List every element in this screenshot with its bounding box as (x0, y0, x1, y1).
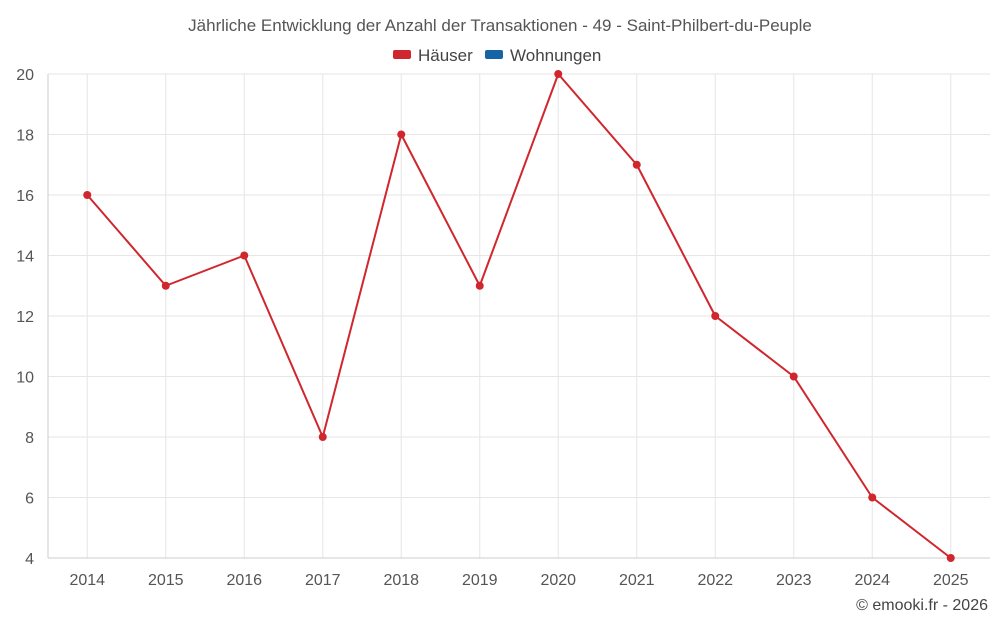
data-point-2016[interactable] (240, 251, 249, 260)
y-tick-label: 12 (16, 309, 34, 326)
legend-label-wohnungen: Wohnungen (510, 46, 601, 65)
data-point-2021[interactable] (632, 160, 641, 169)
y-tick-label: 20 (16, 67, 34, 84)
data-point-2022[interactable] (711, 312, 720, 320)
x-tick-label: 2015 (148, 572, 184, 589)
x-tick-label: 2020 (540, 572, 576, 589)
x-tick-label: 2014 (69, 572, 105, 589)
legend-swatch-wohnungen (485, 50, 503, 59)
legend-label-haeuser: Häuser (418, 46, 473, 65)
axes (47, 74, 990, 559)
data-point-2017[interactable] (318, 433, 327, 441)
x-tick-label: 2023 (776, 572, 812, 589)
x-tick-label: 2017 (305, 572, 341, 589)
data-point-2025[interactable] (946, 554, 955, 562)
y-tick-label: 6 (25, 491, 34, 508)
x-tick-label: 2021 (619, 572, 655, 589)
data-point-2018[interactable] (397, 130, 406, 139)
grid (48, 73, 990, 558)
data-point-2015[interactable] (161, 281, 170, 290)
x-tick-label: 2024 (854, 572, 890, 589)
series-line-haeuser (86, 73, 952, 559)
data-point-2024[interactable] (868, 493, 877, 502)
data-point-2023[interactable] (789, 372, 798, 381)
chart-title: Jährliche Entwicklung der Anzahl der Tra… (188, 16, 812, 35)
x-tick-label: 2018 (383, 572, 419, 589)
x-tick-label: 2022 (697, 572, 733, 589)
y-tick-label: 18 (16, 128, 34, 145)
y-tick-label: 14 (16, 249, 34, 266)
data-point-2014[interactable] (83, 191, 92, 199)
y-tick-label: 10 (16, 370, 34, 387)
legend-item-haeuser[interactable]: Häuser (393, 46, 473, 65)
y-axis-ticks: 4 6 8 10 12 14 16 18 20 (16, 67, 34, 568)
data-point-2020[interactable] (554, 70, 563, 78)
x-tick-label: 2019 (462, 572, 498, 589)
legend-swatch-haeuser (393, 50, 411, 59)
y-tick-label: 4 (25, 551, 34, 568)
x-axis-ticks: 2014 2015 2016 2017 2018 2019 2020 2021 2022 2023… (69, 572, 968, 589)
x-tick-label: 2016 (226, 572, 262, 589)
data-point-2019[interactable] (475, 281, 484, 290)
y-tick-label: 8 (25, 430, 34, 447)
credit-text: © emooki.fr - 2026 (856, 597, 988, 614)
x-tick-label: 2025 (933, 572, 969, 589)
legend: Häuser Wohnungen (393, 46, 601, 65)
y-tick-label: 16 (16, 188, 34, 205)
series-haeuser (83, 70, 955, 562)
legend-item-wohnungen[interactable]: Wohnungen (485, 46, 601, 65)
